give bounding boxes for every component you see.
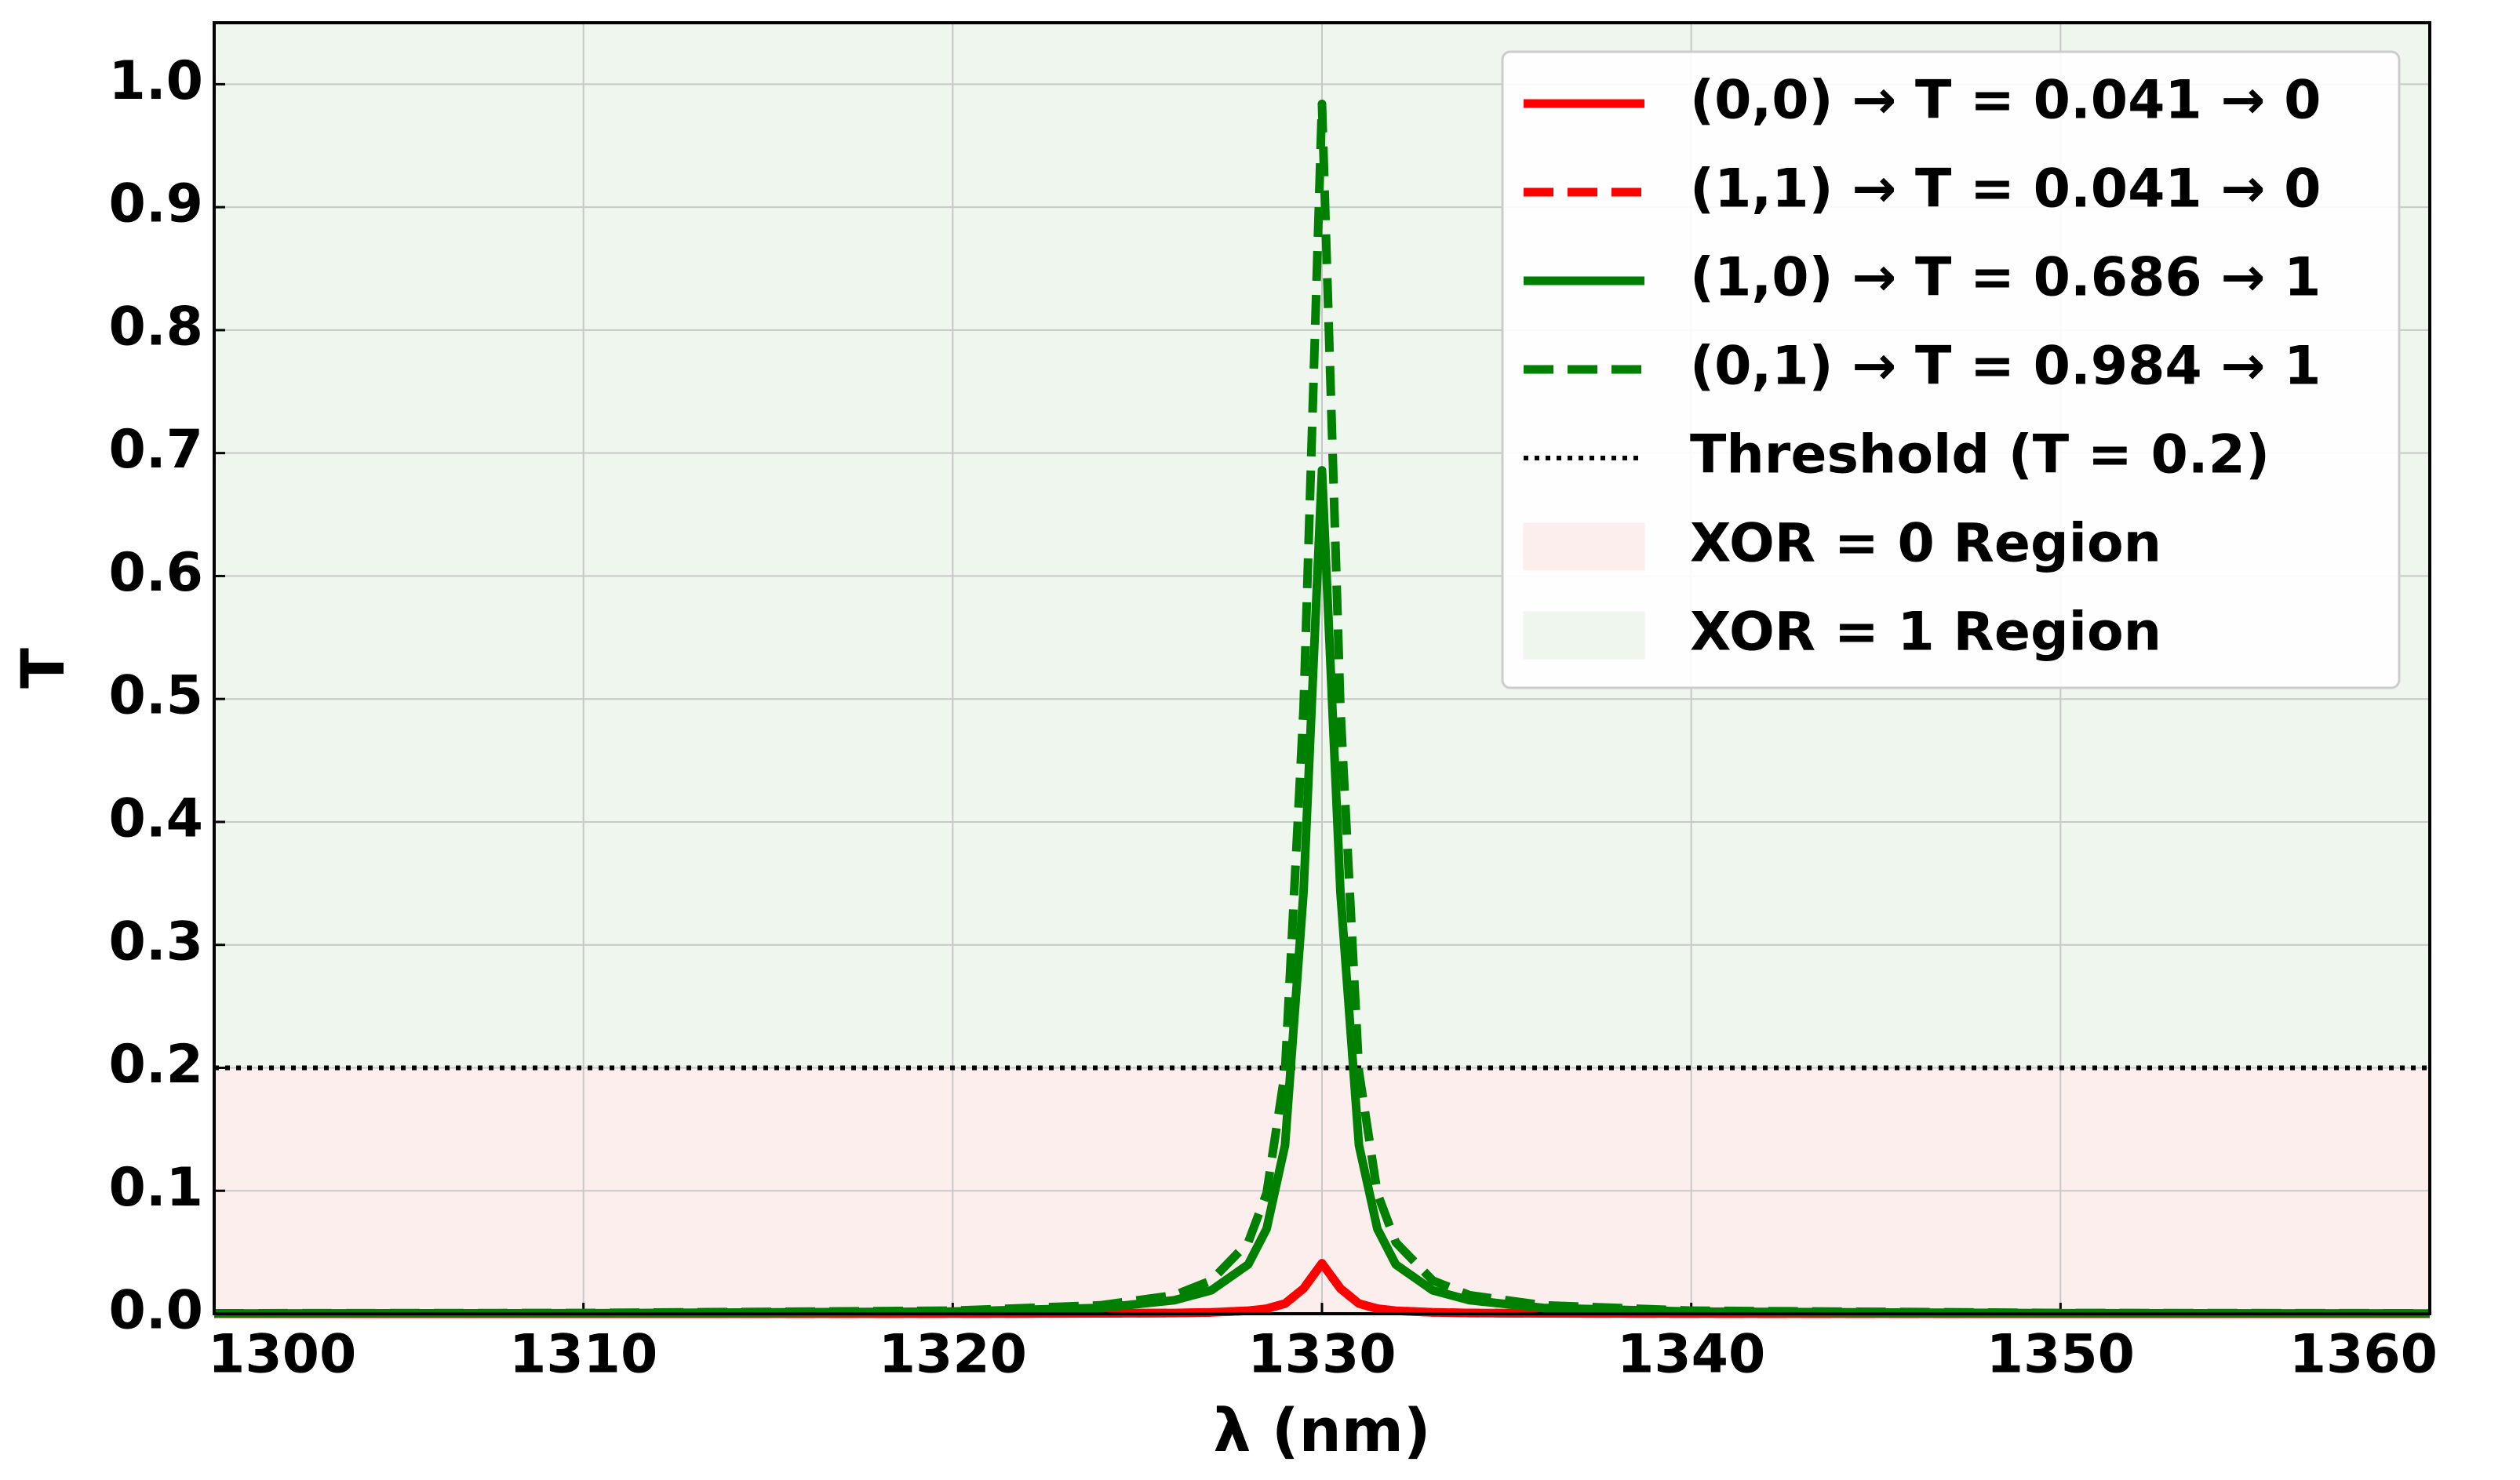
x-tick-label: 1310 bbox=[509, 1324, 657, 1386]
legend-swatch bbox=[1523, 611, 1645, 660]
legend-label: XOR = 1 Region bbox=[1690, 602, 2161, 664]
x-tick-label: 1340 bbox=[1617, 1324, 1765, 1386]
y-tick-label: 0.7 bbox=[109, 419, 203, 481]
y-tick-label: 0.3 bbox=[109, 911, 203, 973]
y-tick-label: 0.6 bbox=[109, 542, 203, 604]
series-line bbox=[213, 100, 2431, 1318]
x-tick-label: 1320 bbox=[879, 1324, 1027, 1386]
legend-label: (0,1) → T = 0.984 → 1 bbox=[1690, 336, 2321, 398]
x-tick-label: 1350 bbox=[1987, 1324, 2135, 1386]
y-tick-label: 0.5 bbox=[109, 665, 203, 727]
y-axis-label: T bbox=[8, 648, 78, 689]
y-tick-label: 1.0 bbox=[109, 50, 203, 112]
legend-swatch bbox=[1523, 522, 1645, 571]
y-tick-label: 0.0 bbox=[109, 1280, 203, 1342]
y-tick-label: 0.4 bbox=[109, 787, 203, 849]
legend-label: (1,1) → T = 0.041 → 0 bbox=[1690, 158, 2321, 220]
legend-label: (0,0) → T = 0.041 → 0 bbox=[1690, 70, 2321, 132]
y-tick-label: 0.8 bbox=[109, 296, 203, 358]
x-tick-label: 1360 bbox=[2289, 1324, 2438, 1386]
legend-label: XOR = 0 Region bbox=[1690, 513, 2161, 575]
legend-label: Threshold (T = 0.2) bbox=[1690, 424, 2270, 486]
y-tick-label: 0.2 bbox=[109, 1034, 203, 1096]
y-tick-label: 0.1 bbox=[109, 1157, 203, 1219]
plot-frame bbox=[213, 21, 2431, 1315]
x-tick-label: 1330 bbox=[1247, 1324, 1396, 1386]
legend: (0,0) → T = 0.041 → 0 (1,1) → T = 0.041 →… bbox=[1501, 50, 2401, 689]
y-tick-label: 0.9 bbox=[109, 173, 203, 235]
legend-box bbox=[1501, 50, 2401, 689]
legend-label: (1,0) → T = 0.686 → 1 bbox=[1690, 247, 2321, 309]
x-tick-label: 1300 bbox=[208, 1324, 356, 1386]
x-axis-label: λ (nm) bbox=[1213, 1395, 1430, 1465]
